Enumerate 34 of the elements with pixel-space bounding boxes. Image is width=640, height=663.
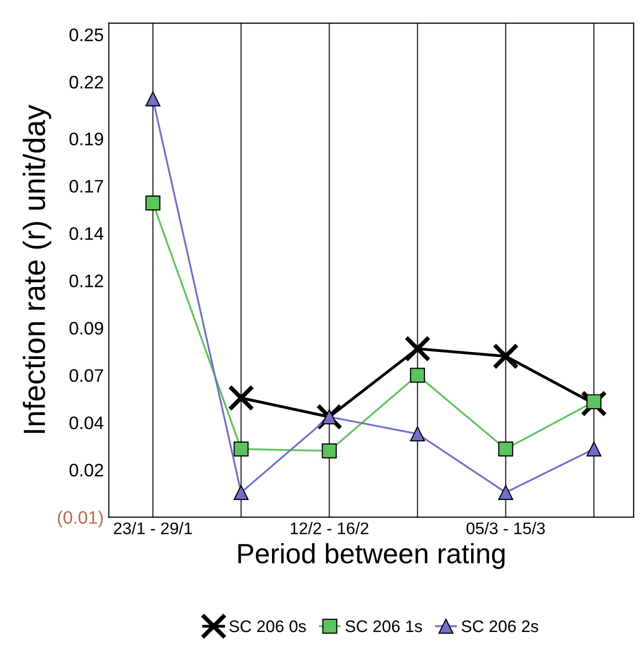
y-tick-label: 0.02	[70, 464, 104, 477]
point	[498, 485, 514, 500]
point	[498, 442, 514, 457]
y-tick-label: 0.25	[70, 28, 104, 42]
legend-label: SC 206 2s	[462, 620, 538, 632]
x-tick-label: 12/2 - 16/2	[290, 522, 368, 534]
x-tick-label: 23/1 - 29/1	[114, 522, 192, 534]
y-tick-label: 0.07	[70, 369, 104, 382]
point	[586, 442, 602, 457]
y-tick-label: 0.19	[70, 132, 104, 146]
point	[234, 442, 249, 457]
point	[404, 336, 431, 362]
point	[145, 91, 160, 106]
y-tick-label: 0.09	[70, 322, 104, 335]
point	[410, 426, 426, 442]
point	[322, 409, 337, 424]
y-axis-title: Infection rate (r) unit/day	[22, 104, 52, 433]
point	[234, 485, 249, 500]
y-tick-label: 0.12	[70, 274, 104, 288]
point	[410, 368, 426, 383]
y-tick-label: 0.04	[70, 416, 104, 430]
point	[228, 384, 254, 412]
point	[322, 443, 337, 458]
y-tick-label: 0.17	[70, 180, 104, 193]
x-axis-title: Period between rating	[238, 543, 505, 569]
point	[586, 394, 602, 410]
y-tick-label: (0.01)	[58, 510, 103, 528]
point	[145, 195, 160, 210]
legend-label: SC 206 0s	[229, 620, 306, 632]
y-tick-label: 0.14	[70, 227, 104, 240]
legend-label: SC 206 1s	[346, 620, 422, 632]
point	[492, 343, 519, 370]
y-tick-label: 0.22	[70, 76, 104, 89]
x-tick-label: 05/3 - 15/3	[466, 522, 545, 534]
